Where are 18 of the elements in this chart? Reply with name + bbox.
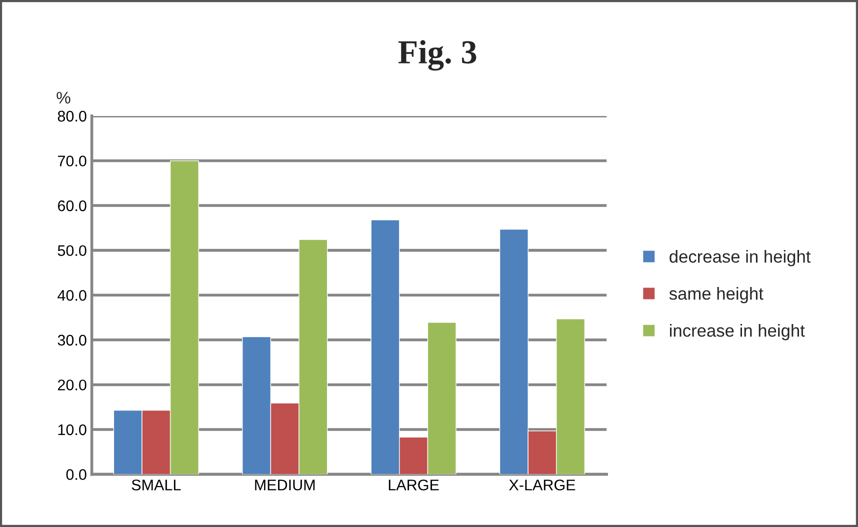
legend-label: same height — [669, 287, 764, 304]
y-tick-label: 70.0 — [58, 156, 86, 166]
x-tick-label: X-LARGE — [509, 480, 576, 490]
legend-label: increase in height — [670, 324, 805, 340]
y-tick-label: 50.0 — [58, 245, 86, 256]
y-tick-label: 60.0 — [58, 200, 86, 212]
legend-label: decrease in height — [670, 250, 811, 266]
x-tick-label: LARGE — [388, 480, 439, 490]
x-tick-label: SMALL — [132, 480, 181, 490]
y-tick-label: 10.0 — [58, 424, 86, 436]
y-tick-label: 30.0 — [58, 334, 86, 346]
chart-title: Fig. 3 — [398, 40, 476, 71]
y-tick-label: 40.0 — [58, 290, 86, 301]
x-tick-label: MEDIUM — [255, 480, 315, 490]
y-tick-label: 80.0 — [58, 110, 86, 122]
y-axis-title: % — [56, 92, 70, 104]
y-tick-label: 20.0 — [58, 380, 86, 390]
y-tick-label: 0.0 — [66, 469, 86, 480]
